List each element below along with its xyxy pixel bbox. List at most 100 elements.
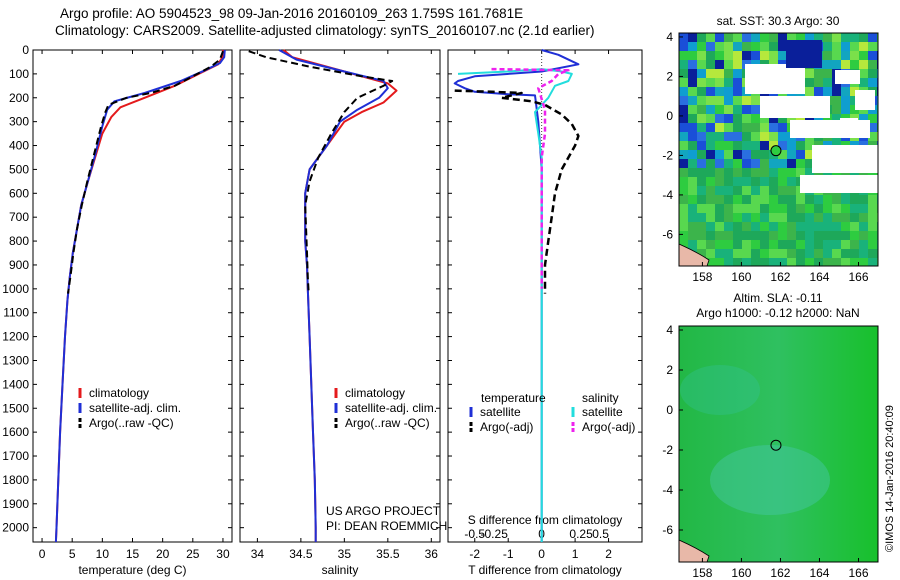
cloud-gap (835, 70, 860, 84)
map-y-tick-label: -4 (662, 483, 673, 497)
map-y-tick-label: -4 (662, 188, 673, 202)
y-tick-label: 1400 (2, 377, 29, 391)
map-y-tick-label: -6 (662, 523, 673, 537)
y-tick-label: 500 (9, 162, 29, 176)
header-line1: Argo profile: AO 5904523_98 09-Jan-2016 … (60, 6, 524, 21)
cloud-gap (760, 96, 830, 118)
y-tick-label: 1700 (2, 449, 29, 463)
series-line (454, 89, 580, 294)
y-tick-label: 1600 (2, 425, 29, 439)
s-tick-label: -0.5 (464, 527, 485, 541)
x-tick-label: 20 (156, 547, 170, 561)
series-line (491, 67, 570, 289)
plot-frame-temperature (32, 49, 233, 543)
x-tick-label: 35 (338, 547, 352, 561)
y-tick-label: 1100 (3, 306, 29, 320)
y-tick-label: 200 (9, 91, 29, 105)
map-frame (678, 325, 879, 563)
map-y-tick-label: 2 (666, 69, 673, 83)
x-tick-label: 35.5 (376, 547, 400, 561)
map-y-tick-label: -6 (662, 227, 673, 241)
legend-entry: Argo(-adj) (582, 420, 635, 434)
pi-label: PI: DEAN ROEMMICH (326, 519, 447, 533)
x-tick-label: -1 (503, 547, 514, 561)
legend-entry: climatology (345, 386, 405, 400)
legend-title: salinity (582, 391, 619, 405)
sla-map-subtitle: Argo h1000: -0.12 h2000: NaN (696, 306, 859, 320)
project-label: US ARGO PROJECT (326, 504, 441, 518)
s-tick-label: -0.25 (481, 527, 509, 541)
y-tick-label: 1300 (2, 353, 29, 367)
x-axis-label: temperature (deg C) (78, 563, 186, 577)
map-x-tick-label: 166 (848, 270, 868, 284)
y-tick-label: 700 (9, 210, 29, 224)
map-field-sla-map (679, 326, 878, 562)
y-tick-label: 100 (9, 67, 29, 81)
series-line (248, 50, 394, 294)
plot-frame-differences (447, 49, 643, 543)
map-y-tick-label: 4 (666, 323, 673, 337)
map-x-tick-label: 158 (692, 566, 712, 580)
legend-entry: satellite (480, 405, 521, 419)
y-tick-label: 600 (9, 186, 29, 200)
map-x-tick-label: 164 (809, 270, 829, 284)
y-tick-label: 2000 (2, 521, 29, 535)
credit-label: ©IMOS 14-Jan-2016 20:40:09 (884, 405, 896, 552)
x-axis-label: salinity (322, 563, 359, 577)
legend-entry: climatology (89, 386, 149, 400)
y-tick-label: 1000 (2, 282, 29, 296)
warm-pool-patch (786, 40, 822, 68)
map-y-tick-label: -2 (662, 148, 673, 162)
cloud-gap (865, 150, 878, 164)
sst-map-title: sat. SST: 30.3 Argo: 30 (717, 14, 840, 28)
s-tick-label: 0.5 (592, 527, 609, 541)
y-tick-label: 1500 (2, 401, 29, 415)
x-tick-label: 34 (251, 547, 265, 561)
x-tick-label: 0 (39, 547, 46, 561)
x-tick-label: 2 (605, 547, 612, 561)
legend-entry: satellite-adj. clim. (345, 401, 437, 415)
y-tick-label: 400 (9, 139, 29, 153)
map-y-tick-label: 0 (666, 403, 673, 417)
map-x-tick-label: 162 (770, 566, 790, 580)
argo-location-marker (770, 439, 782, 451)
series-line (278, 49, 389, 542)
map-x-tick-label: 162 (770, 270, 790, 284)
cloud-gap (800, 175, 878, 193)
x-tick-label: 34.5 (289, 547, 313, 561)
cloud-gap (840, 118, 858, 134)
map-y-tick-label: 4 (666, 30, 673, 44)
sla-map-title: Altim. SLA: -0.11 (733, 291, 822, 305)
legend-entry: Argo(-adj) (480, 420, 533, 434)
series-line (67, 50, 224, 294)
argo-location-marker (770, 145, 782, 157)
s-axis-label: S difference from climatology (468, 513, 623, 527)
y-tick-label: 0 (22, 43, 29, 57)
x-tick-label: -2 (469, 547, 480, 561)
land-coastline (679, 539, 710, 562)
map-x-tick-label: 158 (692, 270, 712, 284)
series-group-salinity (248, 49, 398, 542)
x-axis-label: T difference from climatology (468, 563, 622, 577)
x-tick-label: 0 (538, 547, 545, 561)
map-x-tick-label: 164 (809, 566, 829, 580)
header-line2: Climatology: CARS2009. Satellite-adjuste… (55, 23, 595, 38)
y-tick-label: 800 (9, 234, 29, 248)
x-tick-label: 30 (216, 547, 230, 561)
y-tick-label: 1800 (2, 473, 29, 487)
y-tick-label: 1900 (2, 497, 29, 511)
sla-blob (710, 445, 830, 515)
sla-blob (680, 365, 760, 415)
legend-entry: satellite-adj. clim. (89, 401, 181, 415)
map-y-tick-label: 0 (666, 109, 673, 123)
series-group-temperature (54, 49, 226, 543)
map-x-tick-label: 160 (731, 270, 751, 284)
map-y-tick-label: -2 (662, 443, 673, 457)
legend-title: temperature (481, 391, 546, 405)
y-tick-label: 300 (9, 115, 29, 129)
x-tick-label: 36 (425, 547, 439, 561)
series-group-differences (453, 49, 580, 542)
y-tick-label: 900 (9, 258, 29, 272)
legend-entry: Argo(..raw -QC) (89, 416, 174, 430)
